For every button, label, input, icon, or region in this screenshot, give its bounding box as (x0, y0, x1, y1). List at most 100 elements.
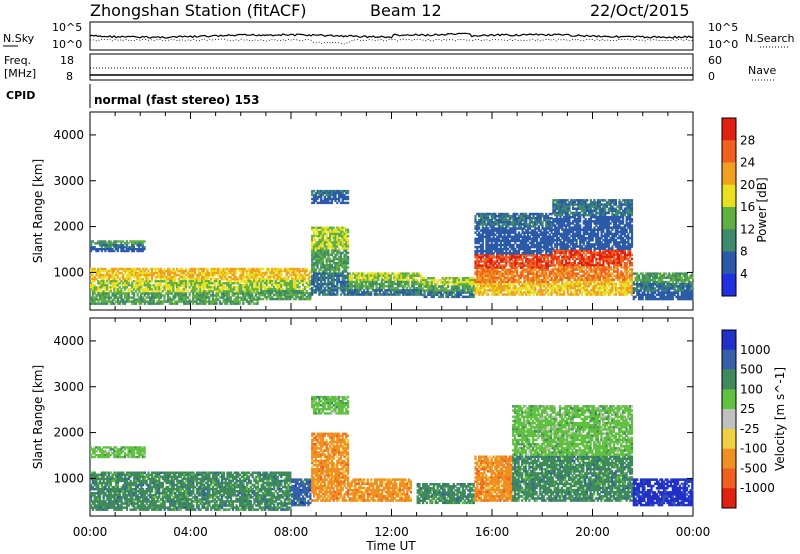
echo-cell (348, 287, 351, 290)
echo-cell (479, 264, 482, 267)
echo-cell (321, 278, 325, 282)
echo-cell (488, 231, 492, 234)
echo-cell (411, 291, 414, 294)
echo-cell (345, 266, 348, 269)
echo-cell (329, 191, 332, 195)
echo-cell (329, 230, 332, 234)
echo-cell (91, 290, 94, 293)
echo-cell (278, 277, 281, 281)
echo-cell (161, 280, 164, 283)
echo-cell (199, 280, 202, 283)
echo-cell (400, 282, 403, 286)
echo-cell (201, 276, 204, 279)
echo-cell (543, 270, 546, 274)
echo-cell (133, 296, 136, 299)
echo-cell (526, 247, 530, 251)
echo-cell (242, 271, 245, 275)
echo-cell (476, 260, 479, 263)
echo-cell (282, 289, 285, 293)
echo-cell (199, 290, 202, 293)
echo-cell (174, 276, 177, 279)
echo-cell (582, 257, 585, 261)
echo-cell (325, 189, 328, 193)
echo-cell (100, 284, 103, 287)
echo-cell (280, 277, 283, 281)
echo-cell (339, 243, 342, 246)
echo-cell (332, 247, 335, 250)
echo-cell (181, 271, 184, 275)
echo-cell (510, 243, 513, 247)
echo-cell (296, 283, 299, 287)
echo-cell (537, 270, 540, 274)
echo-cell (490, 229, 493, 232)
echo-cell (517, 223, 521, 226)
echo-cell (188, 267, 191, 271)
echo-cell (170, 298, 173, 301)
echo-cell (330, 291, 333, 294)
echo-cell (192, 280, 195, 283)
echo-cell (488, 235, 492, 238)
echo-cell (552, 270, 555, 273)
echo-cell (167, 273, 170, 277)
echo-cell (447, 281, 450, 284)
echo-cell (311, 278, 314, 282)
echo-cell (287, 289, 290, 293)
echo-cell (258, 273, 261, 277)
echo-cell (104, 302, 107, 305)
echo-cell (341, 201, 344, 205)
echo-cell (233, 269, 236, 273)
echo-cell (357, 282, 360, 286)
echo-cell (465, 295, 468, 299)
echo-cell (218, 269, 222, 273)
echo-cell (318, 282, 321, 286)
echo-cell (579, 274, 582, 277)
echo-cell (323, 264, 326, 267)
echo-cell (215, 298, 218, 301)
echo-cell (208, 271, 211, 275)
echo-cell (503, 221, 506, 224)
echo-cell (474, 214, 477, 218)
echo-cell (564, 284, 567, 288)
echo-cell (573, 249, 576, 252)
echo-cell (465, 291, 468, 294)
echo-cell (309, 291, 312, 295)
echo-cell (470, 295, 473, 299)
echo-cell (236, 286, 239, 289)
echo-cell (202, 280, 205, 283)
echo-cell (575, 282, 578, 286)
echo-cell (534, 235, 537, 238)
echo-cell (492, 239, 495, 243)
echo-cell (548, 285, 551, 288)
echo-cell (517, 274, 521, 278)
echo-cell (505, 264, 508, 267)
echo-cell (131, 292, 134, 295)
echo-cell (526, 250, 530, 253)
echo-cell (336, 243, 339, 246)
echo-cell (320, 280, 323, 284)
echo-cell (311, 289, 314, 292)
echo-cell (483, 217, 486, 220)
echo-cell (517, 237, 521, 241)
echo-cell (136, 284, 139, 287)
echo-cell (332, 289, 335, 292)
echo-cell (526, 264, 530, 267)
echo-cell (145, 282, 148, 285)
echo-cell (156, 284, 159, 287)
echo-cell (93, 288, 96, 291)
echo-cell (507, 221, 510, 224)
echo-cell (532, 233, 535, 236)
echo-cell (428, 283, 432, 286)
echo-cell (496, 254, 499, 257)
echo-cell (311, 291, 314, 294)
echo-cell (122, 269, 125, 273)
echo-cell (174, 284, 177, 287)
echo-cell (350, 284, 353, 288)
echo-cell (336, 253, 339, 257)
echo-cell (235, 267, 238, 271)
echo-cell (514, 214, 517, 218)
echo-cell (528, 293, 531, 296)
echo-cell (526, 229, 530, 232)
echo-cell (251, 300, 254, 303)
echo-cell (487, 270, 490, 274)
echo-cell (514, 280, 517, 284)
